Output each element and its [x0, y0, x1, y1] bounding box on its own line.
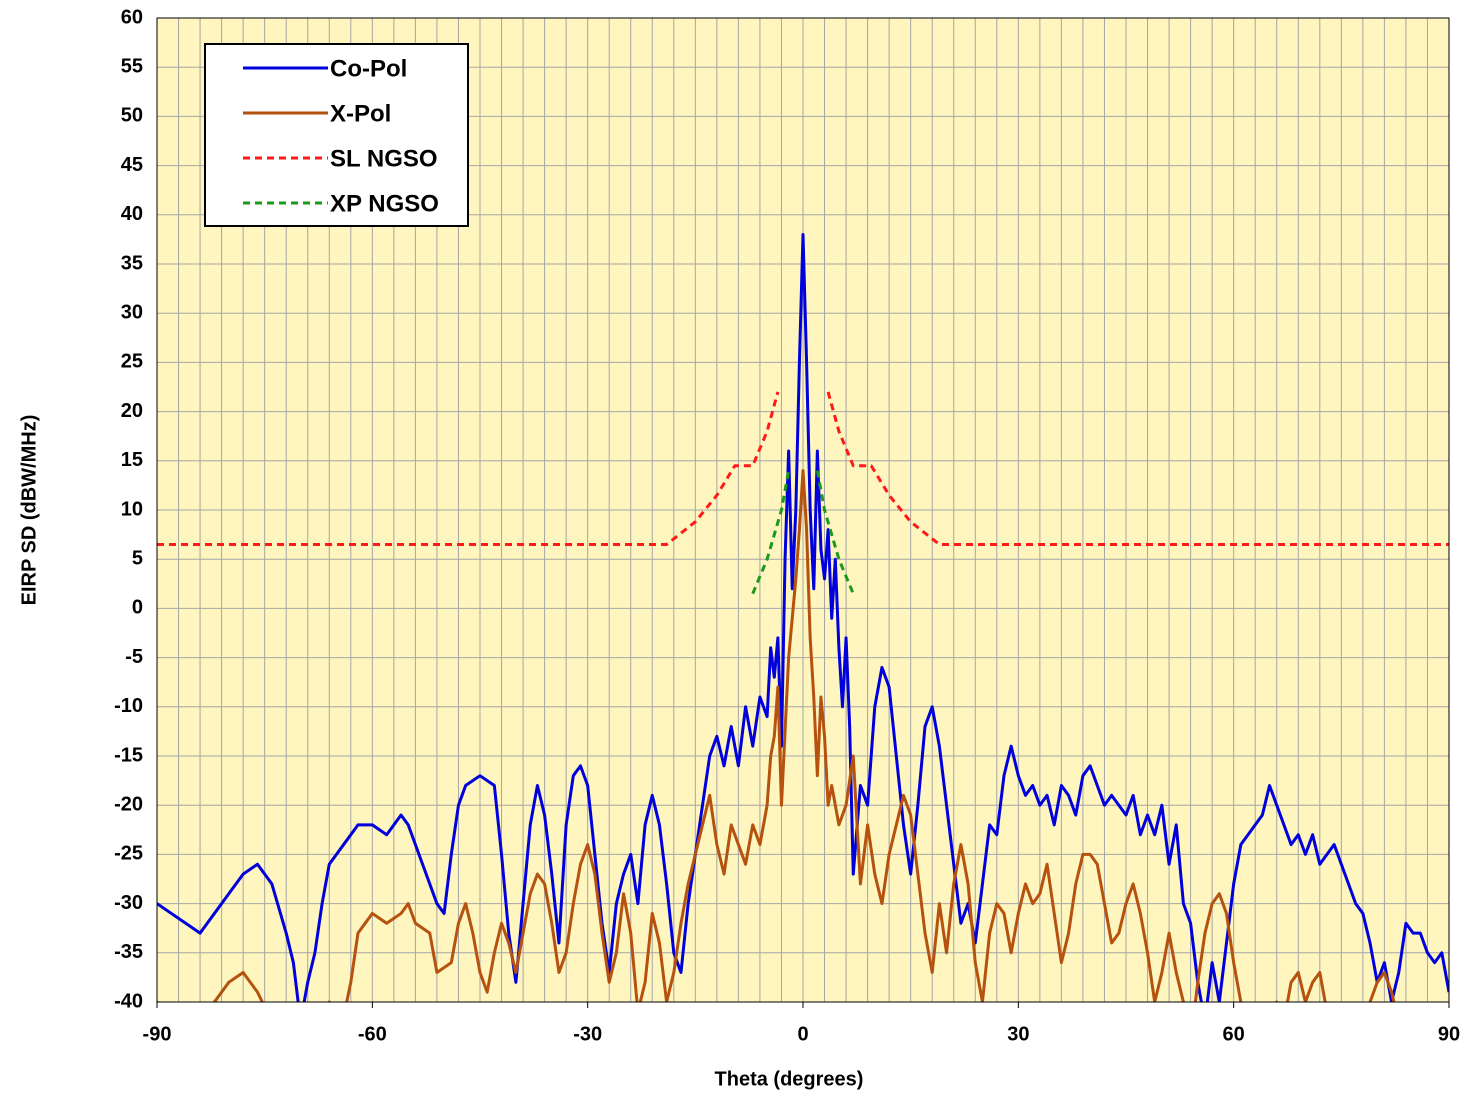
legend-label: Co-Pol	[330, 55, 407, 82]
y-axis-title: EIRP SD (dBW/MHz)	[18, 415, 40, 606]
y-tick-label: -20	[114, 793, 143, 815]
legend-label: X-Pol	[330, 100, 391, 127]
y-tick-label: 35	[121, 252, 143, 274]
y-tick-label: 45	[121, 154, 143, 176]
series-line	[826, 391, 1449, 546]
y-tick-label: 60	[121, 6, 143, 28]
y-tick-label: -40	[114, 990, 143, 1012]
legend-label: SL NGSO	[330, 145, 438, 172]
y-tick-label: 50	[121, 105, 143, 127]
y-tick-label: 15	[121, 449, 143, 471]
x-tick-label: -60	[358, 1023, 387, 1045]
y-tick-label: 30	[121, 301, 143, 323]
series-line	[157, 391, 780, 546]
y-tick-label: 20	[121, 400, 143, 422]
y-tick-label: 25	[121, 351, 143, 373]
y-tick-label: 10	[121, 498, 143, 520]
y-tick-label: 0	[132, 597, 143, 619]
series-line	[157, 469, 1396, 1002]
plot-border	[156, 17, 1450, 1003]
y-tick-label: -10	[114, 695, 143, 717]
x-tick-label: 30	[1007, 1023, 1029, 1045]
series-line	[157, 232, 1449, 1002]
y-tick-label: 40	[121, 203, 143, 225]
y-tick-label: 55	[121, 55, 143, 77]
y-tick-label: -30	[114, 892, 143, 914]
x-tick-label: -90	[143, 1023, 172, 1045]
x-tick-label: -30	[573, 1023, 602, 1045]
x-tick-label: 60	[1223, 1023, 1245, 1045]
y-tick-label: -5	[125, 646, 143, 668]
legend-box	[204, 43, 469, 227]
x-tick-label: 0	[797, 1023, 808, 1045]
x-tick-label: 90	[1438, 1023, 1460, 1045]
y-tick-label: 5	[132, 547, 143, 569]
y-tick-label: -15	[114, 744, 143, 766]
legend-label: XP NGSO	[330, 190, 439, 217]
series-line	[751, 470, 791, 595]
x-axis-title: Theta (degrees)	[715, 1068, 864, 1090]
y-tick-label: -25	[114, 843, 143, 865]
series-line	[815, 470, 855, 595]
y-tick-label: -35	[114, 941, 143, 963]
